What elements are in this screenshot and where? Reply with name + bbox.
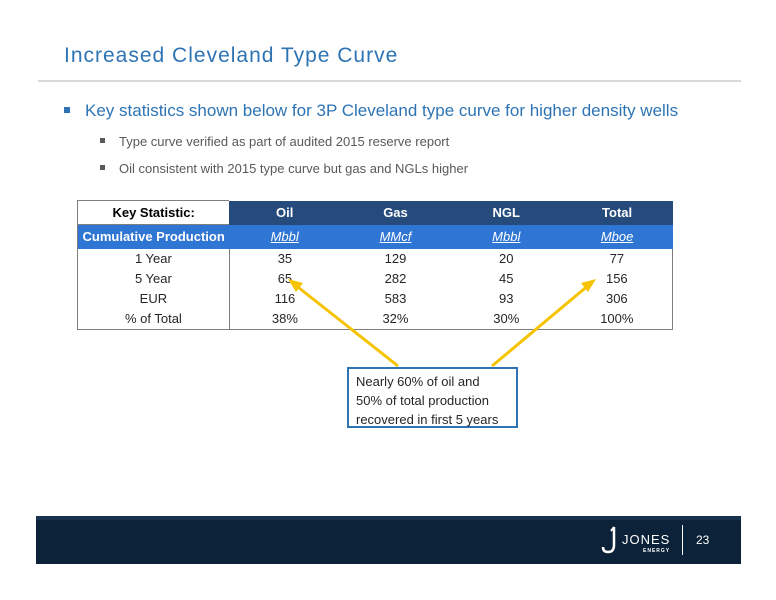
slide-title: Increased Cleveland Type Curve (64, 44, 399, 67)
sub-bullet: Type curve verified as part of audited 2… (100, 134, 449, 149)
table-cell: 100% (561, 309, 673, 330)
row-label-cell: 1 Year (77, 249, 230, 269)
table-cell: 129 (384, 251, 407, 266)
title-divider (38, 80, 741, 82)
table-units-row: Cumulative Production Mbbl MMcf Mbbl Mbo… (77, 224, 673, 249)
header-cell: Total (561, 200, 673, 225)
logo-subtext: ENERGY (643, 548, 671, 554)
sub-bullet: Oil consistent with 2015 type curve but … (100, 161, 468, 176)
logo-wordmark: JONES (622, 532, 671, 547)
header-cell: Gas (340, 200, 451, 225)
unit-cell: Mbbl (229, 224, 341, 249)
page-number: 23 (696, 533, 710, 547)
table-cell: 583 (384, 291, 407, 306)
table-row: 1 Year 35 129 20 77 (77, 249, 673, 269)
row-label-cell: % of Total (77, 309, 230, 330)
header-cell: NGL (450, 200, 562, 225)
main-bullet-text: Key statistics shown below for 3P Clevel… (85, 101, 679, 120)
arrowhead-oil (288, 279, 303, 292)
callout-line: recovered in first 5 years (356, 412, 499, 427)
table-header-row: Key Statistic: Oil Gas NGL Total (77, 200, 673, 225)
footer-top-line (36, 516, 741, 520)
table-cell: 32% (340, 309, 451, 330)
square-bullet-icon (100, 165, 105, 171)
company-logo: JONES ENERGY (600, 525, 690, 555)
callout-box: Nearly 60% of oil and 50% of total produ… (347, 367, 518, 428)
unit-cell: MMcf (340, 224, 451, 249)
unit-cell: Mbbl (450, 224, 562, 249)
square-bullet-icon (64, 106, 70, 113)
table-row: EUR 116 583 93 306 (77, 289, 673, 309)
sub-bullet-text: Type curve verified as part of audited 2… (119, 134, 450, 149)
table-cell: 38% (228, 309, 341, 330)
table-cell: 282 (384, 271, 407, 286)
table-cell: 30% (450, 309, 562, 330)
unit-cell: Mboe (561, 224, 673, 249)
row-label-cell: 5 Year (77, 269, 230, 289)
table-row: % of Total 38% 32% 30% 100% (77, 309, 673, 330)
table-cell: 93 (499, 291, 514, 306)
square-bullet-icon (100, 138, 105, 144)
jones-hook-icon (601, 526, 616, 554)
table-cell: 306 (561, 289, 673, 309)
sub-bullet-text: Oil consistent with 2015 type curve but … (119, 161, 469, 176)
key-statistics-table: Key Statistic: Oil Gas NGL Total Cumulat… (77, 200, 673, 330)
table-cell: 116 (228, 289, 341, 309)
footer-bar: JONES ENERGY 23 (36, 516, 741, 564)
table-cell: 45 (499, 271, 514, 286)
units-label-cell: Cumulative Production (77, 224, 230, 249)
arrow-to-total (491, 282, 591, 368)
table-cell: 35 (228, 249, 341, 269)
table-row: 5 Year 65 282 45 156 (77, 269, 673, 289)
arrowhead-total (581, 279, 596, 292)
table-cell: 77 (561, 249, 673, 269)
table-cell: 20 (499, 251, 514, 266)
main-bullet: Key statistics shown below for 3P Clevel… (64, 101, 678, 121)
table-cell: 65 (228, 269, 341, 289)
arrow-to-oil (293, 282, 399, 368)
callout-line: Nearly 60% of oil and (356, 374, 480, 389)
row-label-cell: EUR (77, 289, 230, 309)
footer-divider (682, 525, 683, 555)
header-cell: Oil (229, 200, 341, 225)
callout-line: 50% of total production (356, 393, 489, 408)
header-cell: Key Statistic: (77, 200, 230, 225)
